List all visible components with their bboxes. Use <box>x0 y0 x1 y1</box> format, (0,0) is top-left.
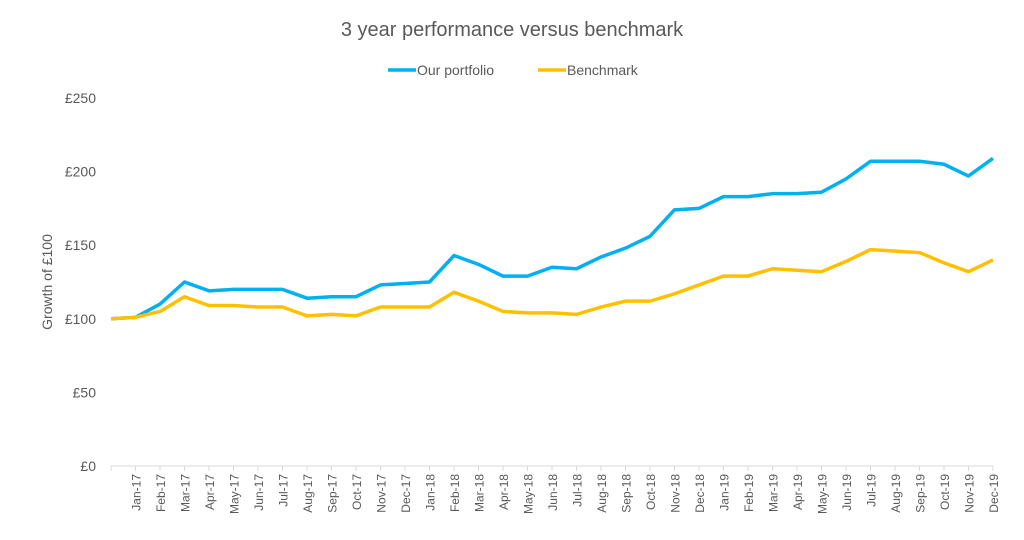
x-tick-label: Aug-17 <box>301 474 315 513</box>
legend: Our portfolio Benchmark <box>388 62 639 78</box>
x-tick-label: Jan-18 <box>424 474 438 511</box>
x-tick-label: Mar-18 <box>473 474 487 512</box>
x-tick-label: Aug-19 <box>889 474 903 513</box>
x-tick-label: Apr-18 <box>497 474 511 510</box>
x-tick-label: Jul-19 <box>865 474 879 507</box>
x-tick-label: Feb-19 <box>742 474 756 512</box>
x-tick-label: Dec-19 <box>987 474 1001 513</box>
y-tick-label: £250 <box>65 90 96 106</box>
x-tick-label: Jun-17 <box>252 474 266 511</box>
x-tick-label: Feb-18 <box>448 474 462 512</box>
x-tick-label: Sep-17 <box>326 474 340 513</box>
series-line-benchmark <box>110 247 994 321</box>
x-tick-label: May-19 <box>816 474 830 514</box>
x-tick-label: Jan-17 <box>130 474 144 511</box>
x-tick-label: May-17 <box>228 474 242 514</box>
x-tick-label: Oct-17 <box>350 474 364 510</box>
x-tick-label: Jun-18 <box>546 474 560 511</box>
x-tick-label: Sep-18 <box>620 474 634 513</box>
x-tick-label: Dec-17 <box>399 474 413 513</box>
x-tick-label: Nov-17 <box>375 474 389 513</box>
x-tick-label: Feb-17 <box>154 474 168 512</box>
x-tick-label: Jul-18 <box>571 474 585 507</box>
x-tick-label: Nov-19 <box>963 474 977 513</box>
y-tick-label: £150 <box>65 237 96 253</box>
y-tick-label: £50 <box>73 384 97 400</box>
x-tick-label: Nov-18 <box>669 474 683 513</box>
x-tick-label: Apr-19 <box>791 474 805 510</box>
x-tick-label: May-18 <box>522 474 536 514</box>
y-tick-label: £200 <box>65 164 96 180</box>
x-tick-label: Dec-18 <box>693 474 707 513</box>
series-lines <box>110 156 995 321</box>
y-tick-label: £100 <box>65 311 96 327</box>
y-axis-label: Growth of £100 <box>39 234 55 330</box>
y-tick-label: £0 <box>80 458 96 474</box>
x-tick-label: Apr-17 <box>203 474 217 510</box>
x-tick-label: Oct-19 <box>938 474 952 510</box>
x-tick-label: Oct-18 <box>644 474 658 510</box>
x-tick-label: Aug-18 <box>595 474 609 513</box>
chart-title: 3 year performance versus benchmark <box>341 19 684 41</box>
legend-item: Benchmark <box>538 62 639 78</box>
series-line-our-portfolio <box>110 156 995 321</box>
x-tick-label: Sep-19 <box>914 474 928 513</box>
x-tick-label: Jun-19 <box>840 474 854 511</box>
y-axis: £0 £50 £100 £150 £200 £250 <box>65 90 96 474</box>
x-tick-label: Mar-19 <box>767 474 781 512</box>
x-tick-label: Mar-17 <box>179 474 193 512</box>
x-tick-label: Jan-19 <box>718 474 732 511</box>
x-axis: Jan-17 Feb-17 Mar-17 Apr-17 May-17 Jun-17 Jul-… <box>110 466 1001 514</box>
x-tick-label: Jul-17 <box>277 474 291 507</box>
legend-item: Our portfolio <box>388 62 494 78</box>
legend-label: Our portfolio <box>417 62 494 78</box>
legend-label: Benchmark <box>567 62 639 78</box>
